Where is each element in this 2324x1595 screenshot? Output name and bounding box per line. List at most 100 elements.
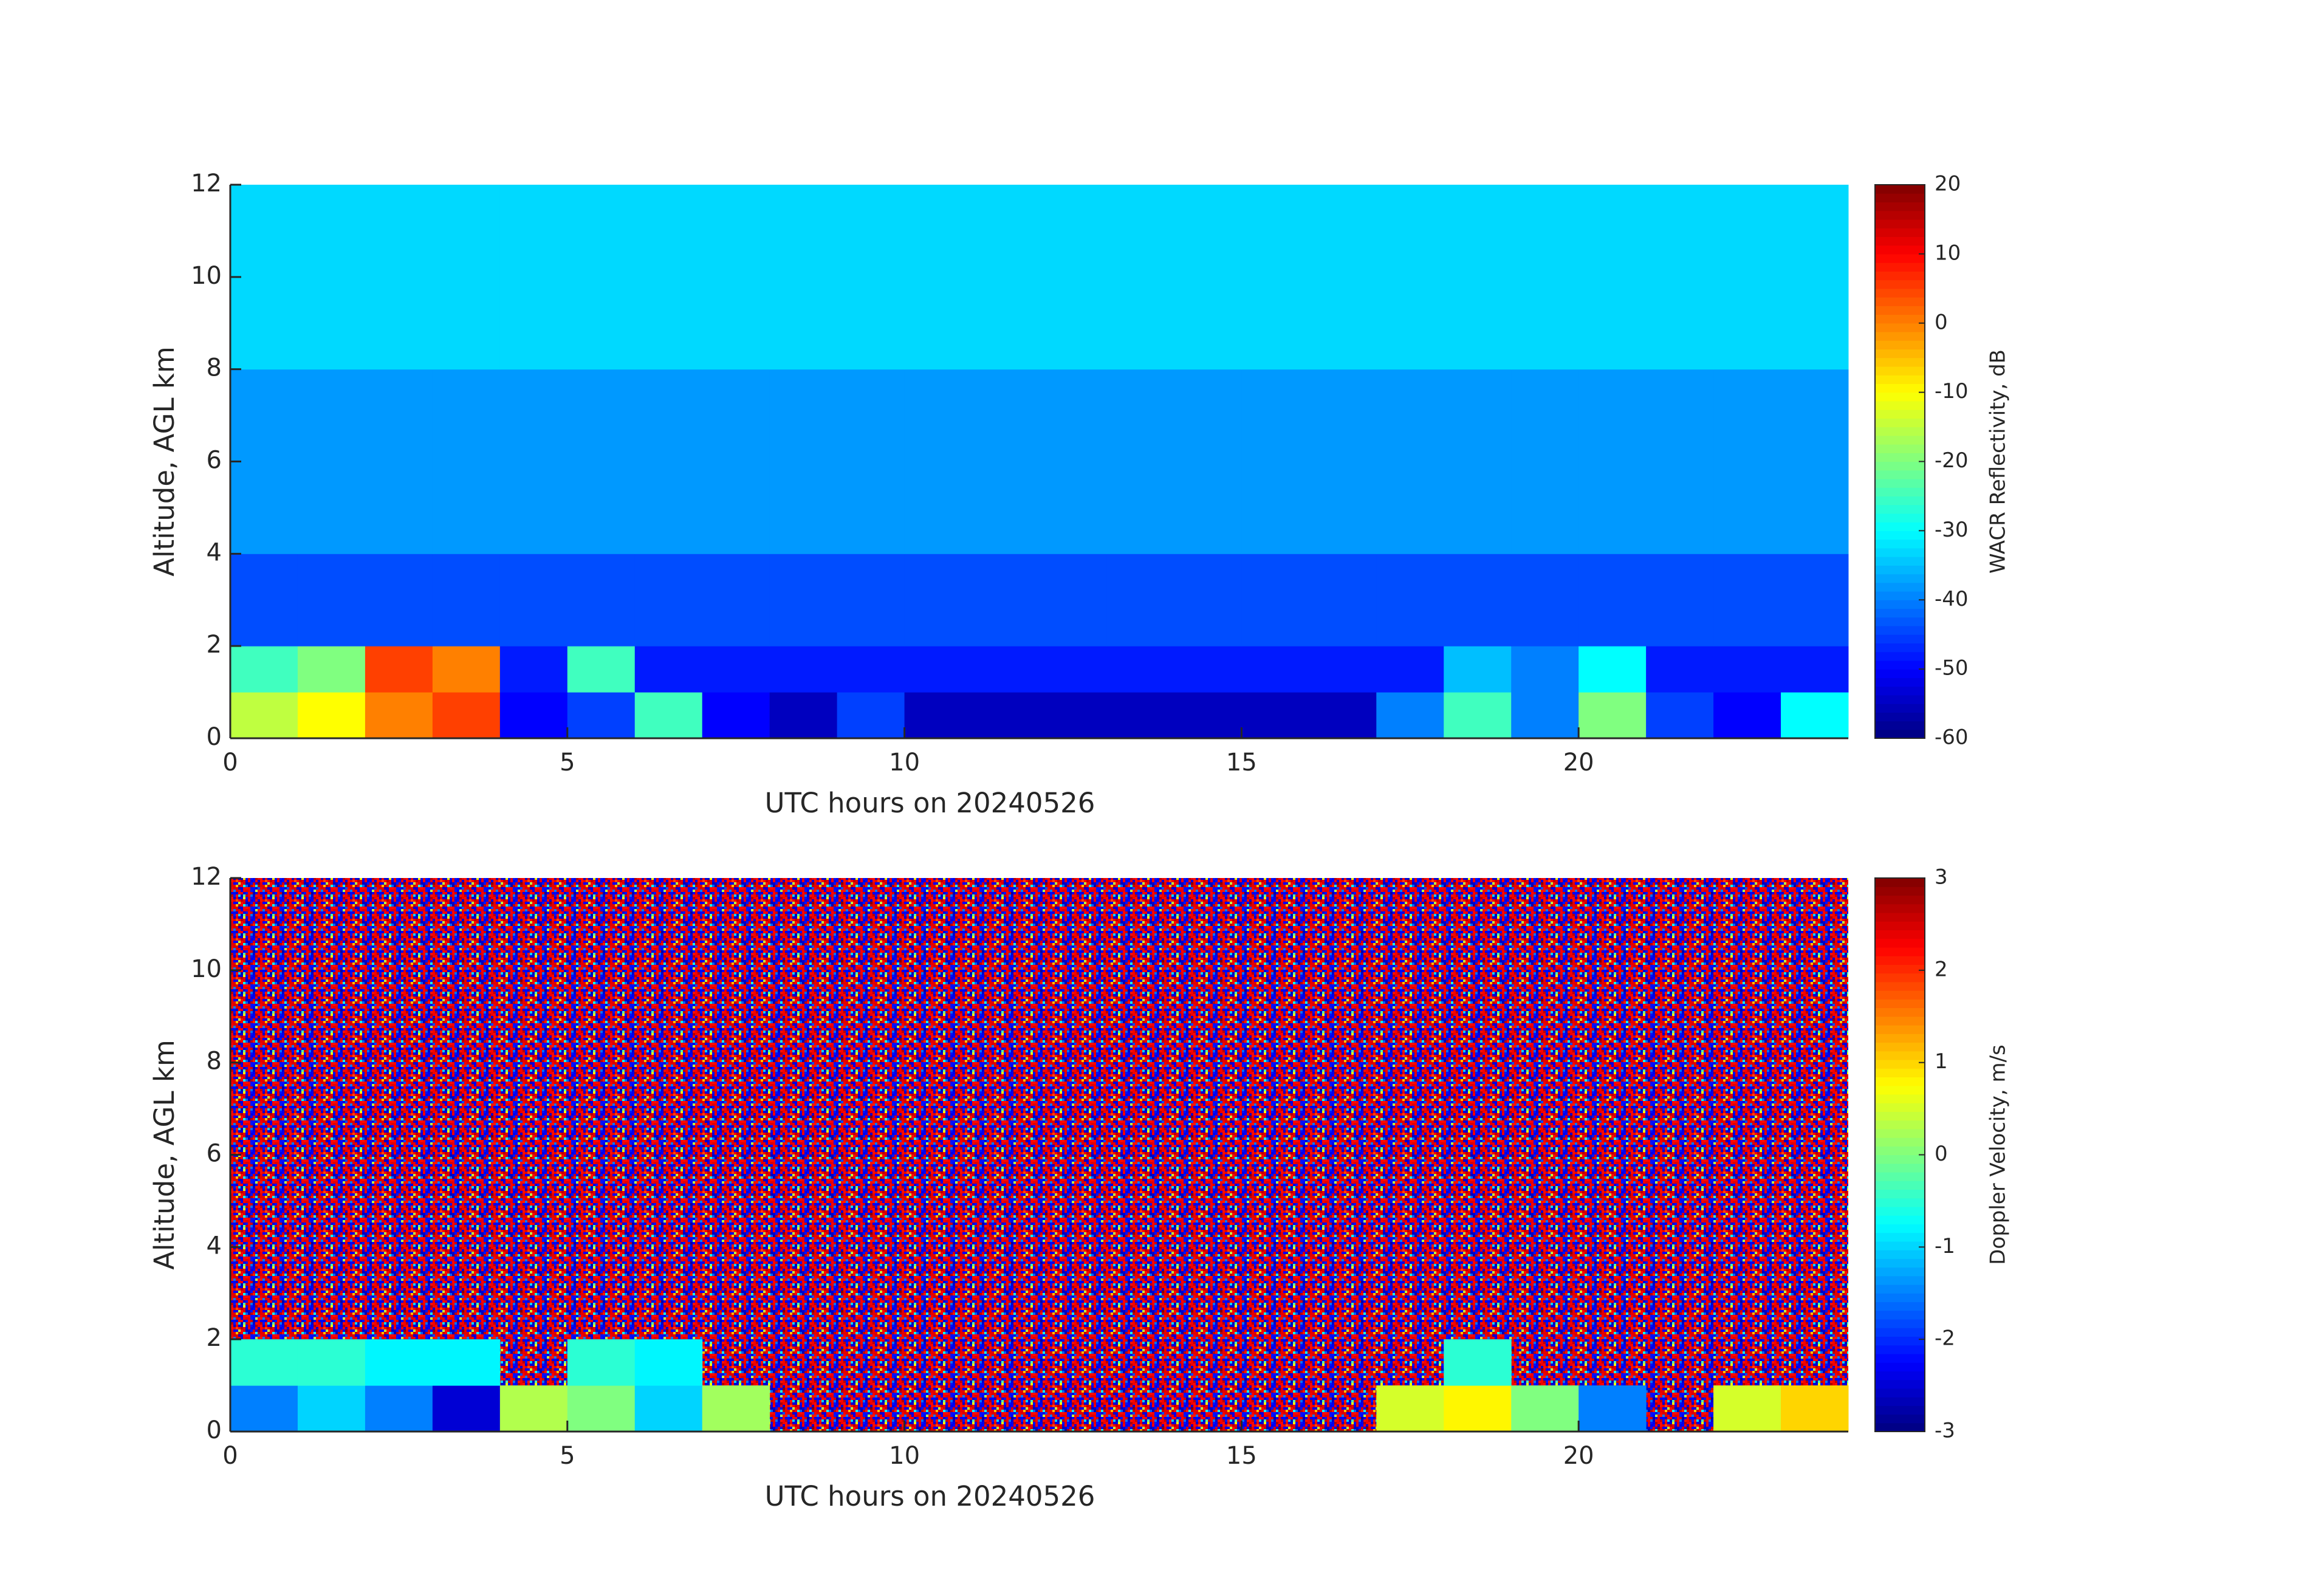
heatmap-cell — [1444, 646, 1512, 693]
colorbar-swatch — [1875, 262, 1925, 272]
colorbar-swatch — [1875, 280, 1925, 289]
x-tick-label: 10 — [889, 1442, 920, 1470]
colorbar-swatch — [1875, 1232, 1925, 1242]
heatmap-cell — [1106, 646, 1174, 693]
heatmap-cell — [1039, 692, 1107, 739]
y-tick-label: 8 — [207, 354, 222, 382]
heatmap-cell — [702, 554, 770, 647]
heatmap-cell — [365, 554, 433, 647]
colorbar-tick-label: 10 — [1935, 241, 1961, 265]
x-tick-label: 0 — [222, 1442, 238, 1470]
heatmap-cell — [567, 554, 636, 647]
colorbar-tick-label: -30 — [1935, 518, 1969, 542]
y-tick-label: 4 — [207, 538, 222, 566]
colorbar-swatch — [1875, 1120, 1925, 1130]
heatmap-cell — [432, 692, 501, 739]
colorbar-swatch — [1875, 625, 1925, 635]
colorbar-swatch — [1875, 574, 1925, 583]
heatmap-cell — [1781, 646, 1849, 693]
colorbar-swatch — [1875, 427, 1925, 436]
heatmap-cell — [297, 554, 366, 647]
heatmap-cell — [432, 554, 501, 647]
colorbar-swatch — [1875, 271, 1925, 281]
colorbar-swatch — [1875, 1189, 1925, 1199]
colorbar-tick-label: 3 — [1935, 865, 1948, 890]
colorbar-swatch — [1875, 297, 1925, 306]
heatmap-cell — [1039, 646, 1107, 693]
colorbar-swatch — [1875, 210, 1925, 220]
heatmap-cell — [1444, 369, 1512, 554]
heatmap-cell — [1511, 646, 1579, 693]
heatmap-cell — [634, 1385, 703, 1432]
colorbar-swatch — [1875, 582, 1925, 592]
heatmap-cell — [837, 554, 905, 647]
heatmap-cell — [1713, 554, 1781, 647]
heatmap-cell — [972, 554, 1040, 647]
heatmap-cell — [1511, 369, 1579, 554]
heatmap-cell — [634, 369, 703, 554]
x-tick-label: 20 — [1563, 1442, 1594, 1470]
heatmap-cell — [1781, 185, 1849, 370]
colorbar-swatch — [1875, 193, 1925, 203]
heatmap-cell — [1309, 185, 1377, 370]
colorbar-swatch — [1875, 1111, 1925, 1121]
y-tick-label: 12 — [191, 863, 222, 891]
colorbar-swatch — [1875, 721, 1925, 730]
heatmap-cell — [837, 646, 905, 693]
colorbar-tick-label: -1 — [1935, 1234, 1955, 1258]
heatmap-cell — [972, 646, 1040, 693]
colorbar-tick-label: 20 — [1935, 172, 1961, 196]
y-tick-label: 0 — [207, 1416, 222, 1444]
y-tick-label: 6 — [207, 447, 222, 475]
colorbar-swatch — [1875, 1267, 1925, 1277]
heatmap-cell — [904, 185, 973, 370]
heatmap-cell — [297, 185, 366, 370]
heatmap-cell — [1781, 1385, 1849, 1432]
heatmap-cell — [1511, 185, 1579, 370]
colorbar-swatch — [1875, 410, 1925, 419]
heatmap-cell — [1174, 646, 1242, 693]
heatmap-cell — [1444, 692, 1512, 739]
colorbar-swatch — [1875, 557, 1925, 566]
heatmap-cell — [972, 692, 1040, 739]
heatmap-cell — [837, 692, 905, 739]
colorbar-swatch — [1875, 1285, 1925, 1294]
colorbar-swatch — [1875, 565, 1925, 575]
colorbar-swatch — [1875, 1362, 1925, 1371]
heatmap-cell — [904, 692, 973, 739]
x-tick-label: 5 — [560, 749, 575, 777]
x-tick-label: 10 — [889, 749, 920, 777]
colorbar-swatch — [1875, 513, 1925, 523]
colorbar-swatch — [1875, 453, 1925, 462]
colorbar-swatch — [1875, 1094, 1925, 1103]
colorbar-swatch — [1875, 530, 1925, 540]
heatmap-cell — [1444, 1339, 1512, 1386]
heatmap-cell — [634, 646, 703, 693]
heatmap-cell — [1376, 369, 1444, 554]
heatmap-cell — [702, 1385, 770, 1432]
heatmap-cell — [769, 554, 838, 647]
heatmap-cell — [1039, 554, 1107, 647]
colorbar-swatch — [1875, 236, 1925, 246]
heatmap-cell — [432, 1339, 501, 1386]
heatmap-cell — [634, 1339, 703, 1386]
colorbar-swatch — [1875, 1034, 1925, 1043]
x-tick-label: 0 — [222, 749, 238, 777]
heatmap-cell — [432, 369, 501, 554]
colorbar-swatch — [1875, 357, 1925, 367]
heatmap-cell — [567, 692, 636, 739]
colorbar-swatch — [1875, 930, 1925, 939]
colorbar-tick-label: -10 — [1935, 379, 1969, 403]
heatmap-cell — [1174, 692, 1242, 739]
colorbar-swatch — [1875, 1163, 1925, 1173]
y-tick-label: 10 — [191, 955, 222, 983]
heatmap-cell — [230, 185, 298, 370]
colorbar-swatch — [1875, 1085, 1925, 1095]
heatmap-cell — [769, 646, 838, 693]
y-tick-label: 10 — [191, 262, 222, 290]
colorbar-swatch — [1875, 349, 1925, 358]
heatmap-cell — [1781, 369, 1849, 554]
heatmap-cell — [1376, 692, 1444, 739]
colorbar-swatch — [1875, 504, 1925, 514]
colorbar-swatch — [1875, 487, 1925, 497]
